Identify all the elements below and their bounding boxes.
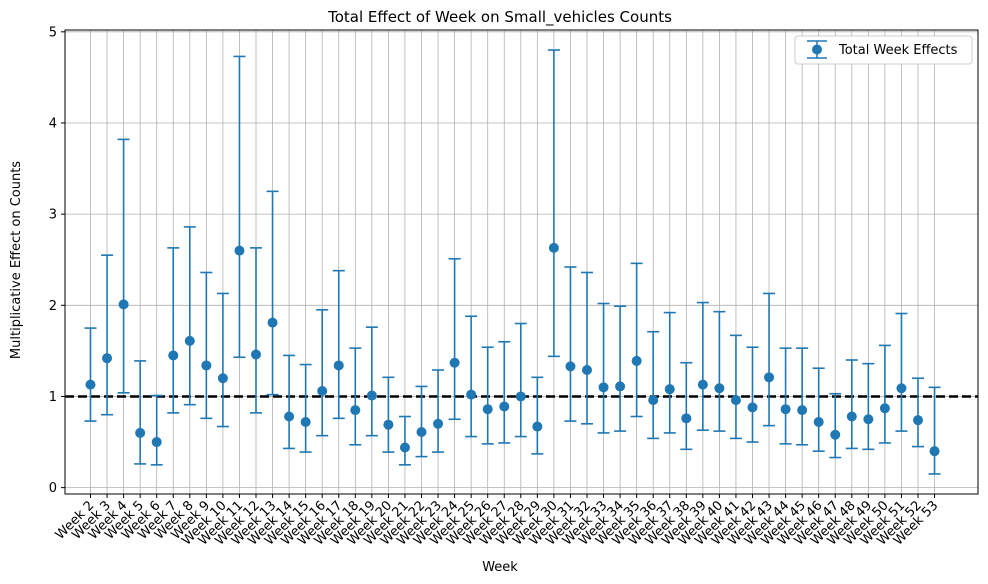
- data-points: [85, 242, 940, 457]
- data-point: [151, 437, 162, 448]
- data-point: [582, 365, 592, 376]
- data-point: [797, 405, 808, 416]
- data-point: [466, 389, 477, 400]
- data-point: [284, 411, 295, 422]
- data-point: [747, 402, 758, 413]
- data-point: [482, 404, 493, 415]
- data-point: [532, 421, 543, 432]
- data-point: [648, 395, 659, 406]
- data-point: [499, 401, 510, 412]
- data-point: [565, 361, 576, 372]
- data-point: [267, 317, 278, 328]
- plot-area-frame: [64, 29, 979, 495]
- data-point: [449, 357, 460, 368]
- data-point: [201, 360, 212, 371]
- data-point: [366, 390, 377, 401]
- data-point: [184, 335, 195, 346]
- x-axis-title: Week: [482, 560, 518, 575]
- y-axis-title: Multiplicative Effect on Counts: [9, 161, 24, 359]
- data-point: [102, 353, 113, 364]
- data-point: [598, 382, 609, 393]
- y-tick-label: 1: [49, 390, 57, 405]
- y-tick-label: 0: [49, 481, 57, 496]
- data-point: [234, 245, 245, 256]
- data-point: [631, 355, 642, 366]
- y-axis-ticks: 0 1 2 3 4 5: [49, 25, 65, 496]
- error-bars: [84, 49, 941, 475]
- data-point: [615, 381, 626, 392]
- y-tick-label: 5: [49, 25, 57, 40]
- data-point: [217, 373, 228, 384]
- data-point: [714, 383, 725, 394]
- data-point: [168, 350, 179, 361]
- data-point: [879, 403, 890, 414]
- data-point: [681, 413, 692, 424]
- data-point: [913, 415, 923, 426]
- legend-box: [794, 35, 973, 65]
- legend-marker-dot: [812, 44, 822, 55]
- legend-entry-label: Total Week Effects: [838, 43, 958, 58]
- data-point: [135, 427, 146, 438]
- data-point: [416, 427, 427, 438]
- data-point: [664, 384, 675, 395]
- data-point: [548, 242, 559, 253]
- chart-title: Total Effect of Week on Small_vehicles C…: [327, 8, 672, 27]
- data-point: [863, 414, 874, 425]
- y-tick-label: 4: [49, 116, 57, 131]
- data-point: [251, 349, 261, 360]
- data-point: [300, 416, 311, 427]
- y-tick-label: 2: [49, 299, 57, 314]
- data-point: [929, 446, 940, 457]
- data-point: [85, 379, 96, 390]
- data-point: [317, 385, 328, 396]
- data-point: [350, 405, 361, 416]
- y-tick-label: 3: [49, 208, 57, 223]
- data-point: [118, 299, 129, 310]
- data-point: [697, 379, 708, 390]
- data-point: [846, 411, 857, 422]
- legend: Total Week Effects: [794, 35, 973, 65]
- data-point: [433, 418, 444, 429]
- data-point: [764, 372, 775, 383]
- data-point: [780, 404, 791, 415]
- data-point: [515, 391, 526, 402]
- data-point: [896, 383, 907, 394]
- data-point: [830, 429, 841, 440]
- data-point: [399, 442, 410, 453]
- data-point: [383, 419, 394, 430]
- data-point: [730, 395, 741, 406]
- data-point: [333, 360, 344, 371]
- data-point: [813, 416, 824, 427]
